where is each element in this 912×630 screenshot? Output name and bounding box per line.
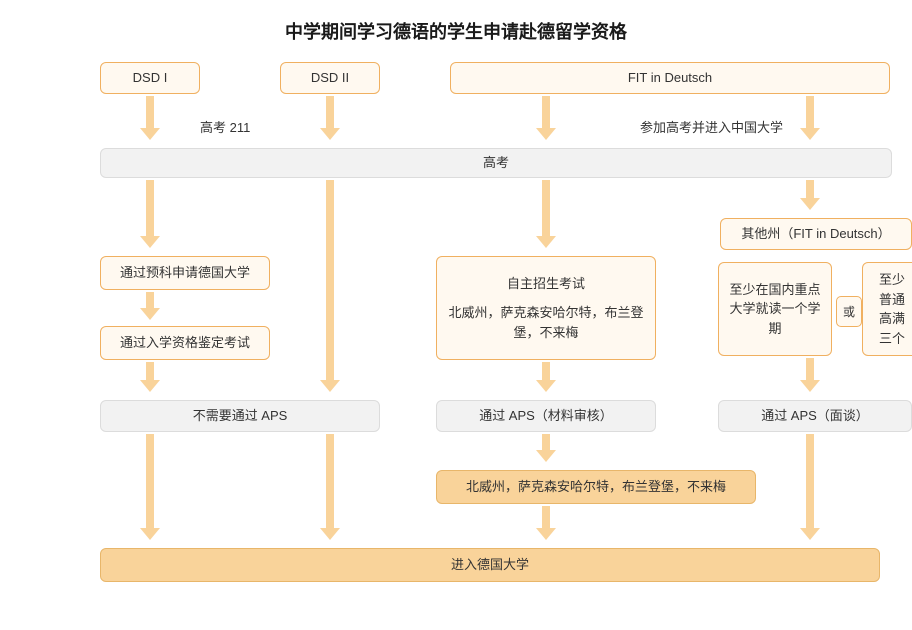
arrow-prep-entrance <box>140 292 160 320</box>
node-enter-de: 进入德国大学 <box>100 548 880 582</box>
node-gaokao: 高考 <box>100 148 892 178</box>
arrow-gaokao-prep <box>140 180 160 248</box>
node-key-uni: 至少在国内重点大学就读一个学期 <box>718 262 832 356</box>
node-or: 或 <box>836 296 862 327</box>
arrow-dsd1-gaokao <box>140 96 160 140</box>
arrow-selfexam-apsmat <box>536 362 556 392</box>
arrow-uni-apsint <box>800 358 820 392</box>
arrow-apsmat-states <box>536 434 556 462</box>
node-states-result: 北威州，萨克森安哈尔特，布兰登堡，不来梅 <box>436 470 756 504</box>
self-exam-sub: 北威州，萨克森安哈尔特，布兰登堡，不来梅 <box>447 303 645 342</box>
arrow-fit-gaokao-r <box>800 96 820 140</box>
node-other-states: 其他州（FIT in Deutsch） <box>720 218 912 250</box>
node-fit: FIT in Deutsch <box>450 62 890 94</box>
arrow-noaps-enter-r <box>320 434 340 540</box>
arrow-apsint-enter <box>800 434 820 540</box>
arrow-dsd2-noaps <box>320 180 340 392</box>
node-normal-uni: 至少普通高满三个 <box>862 262 912 356</box>
arrow-gaokao-selfexam <box>536 180 556 248</box>
node-aps-interview: 通过 APS（面谈） <box>718 400 912 432</box>
arrow-gaokao-other <box>800 180 820 210</box>
arrow-entrance-noaps <box>140 362 160 392</box>
node-aps-material: 通过 APS（材料审核） <box>436 400 656 432</box>
node-self-exam: 自主招生考试 北威州，萨克森安哈尔特，布兰登堡，不来梅 <box>436 256 656 360</box>
page-title: 中学期间学习德语的学生申请赴德留学资格 <box>0 0 912 58</box>
arrow-states-enter <box>536 506 556 540</box>
self-exam-title: 自主招生考试 <box>507 274 585 294</box>
node-dsd1: DSD I <box>100 62 200 94</box>
node-entrance-exam: 通过入学资格鉴定考试 <box>100 326 270 360</box>
node-prep-apply: 通过预科申请德国大学 <box>100 256 270 290</box>
arrow-fit-gaokao-l <box>536 96 556 140</box>
label-gaokao-cn: 参加高考并进入中国大学 <box>640 117 783 136</box>
arrow-dsd2-gaokao <box>320 96 340 140</box>
node-dsd2: DSD II <box>280 62 380 94</box>
node-no-aps: 不需要通过 APS <box>100 400 380 432</box>
label-gaokao211: 高考 211 <box>200 117 250 136</box>
arrow-noaps-enter-l <box>140 434 160 540</box>
